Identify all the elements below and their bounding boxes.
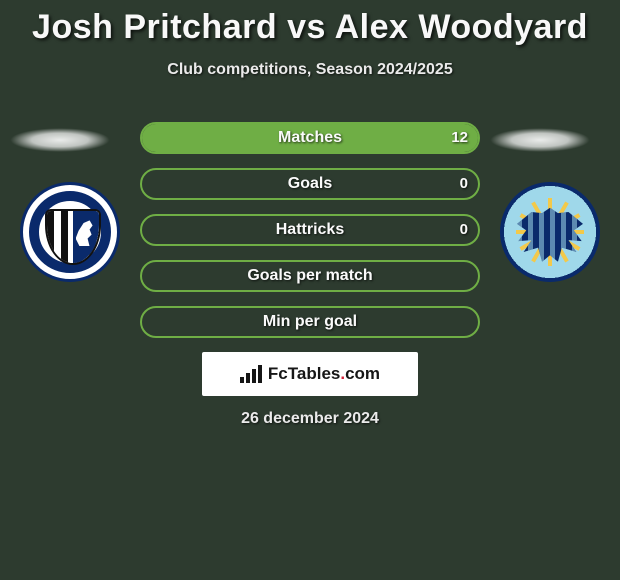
team-left-badge — [20, 182, 120, 282]
subtitle: Club competitions, Season 2024/2025 — [0, 61, 620, 79]
stat-label: Matches — [142, 124, 478, 152]
stat-value-right: 12 — [451, 124, 468, 152]
stat-label: Goals per match — [142, 262, 478, 290]
page-title: Josh Pritchard vs Alex Woodyard — [0, 0, 620, 47]
badge-shield — [45, 209, 101, 265]
stat-row: Goals per match — [140, 260, 480, 292]
vs-word: vs — [287, 8, 326, 46]
player-left-name: Josh Pritchard — [32, 8, 277, 46]
stat-row: Hattricks0 — [140, 214, 480, 246]
player-right-shadow — [490, 128, 590, 152]
stat-label: Min per goal — [142, 308, 478, 336]
player-left-shadow — [10, 128, 110, 152]
stats-table: Matches12Goals0Hattricks0Goals per match… — [140, 122, 480, 352]
stat-value-right: 0 — [460, 170, 468, 198]
stat-row: Min per goal — [140, 306, 480, 338]
stat-row: Goals0 — [140, 168, 480, 200]
team-right-badge — [500, 182, 600, 282]
stat-label: Hattricks — [142, 216, 478, 244]
date-line: 26 december 2024 — [0, 410, 620, 428]
stat-row: Matches12 — [140, 122, 480, 154]
brand-suffix: com — [345, 364, 380, 383]
stat-label: Goals — [142, 170, 478, 198]
brand-prefix: FcTables — [268, 364, 340, 383]
player-right-name: Alex Woodyard — [335, 8, 588, 46]
stat-value-right: 0 — [460, 216, 468, 244]
brand-box: FcTables.com — [202, 352, 418, 396]
bars-icon — [240, 365, 262, 383]
brand-text: FcTables.com — [268, 364, 380, 384]
